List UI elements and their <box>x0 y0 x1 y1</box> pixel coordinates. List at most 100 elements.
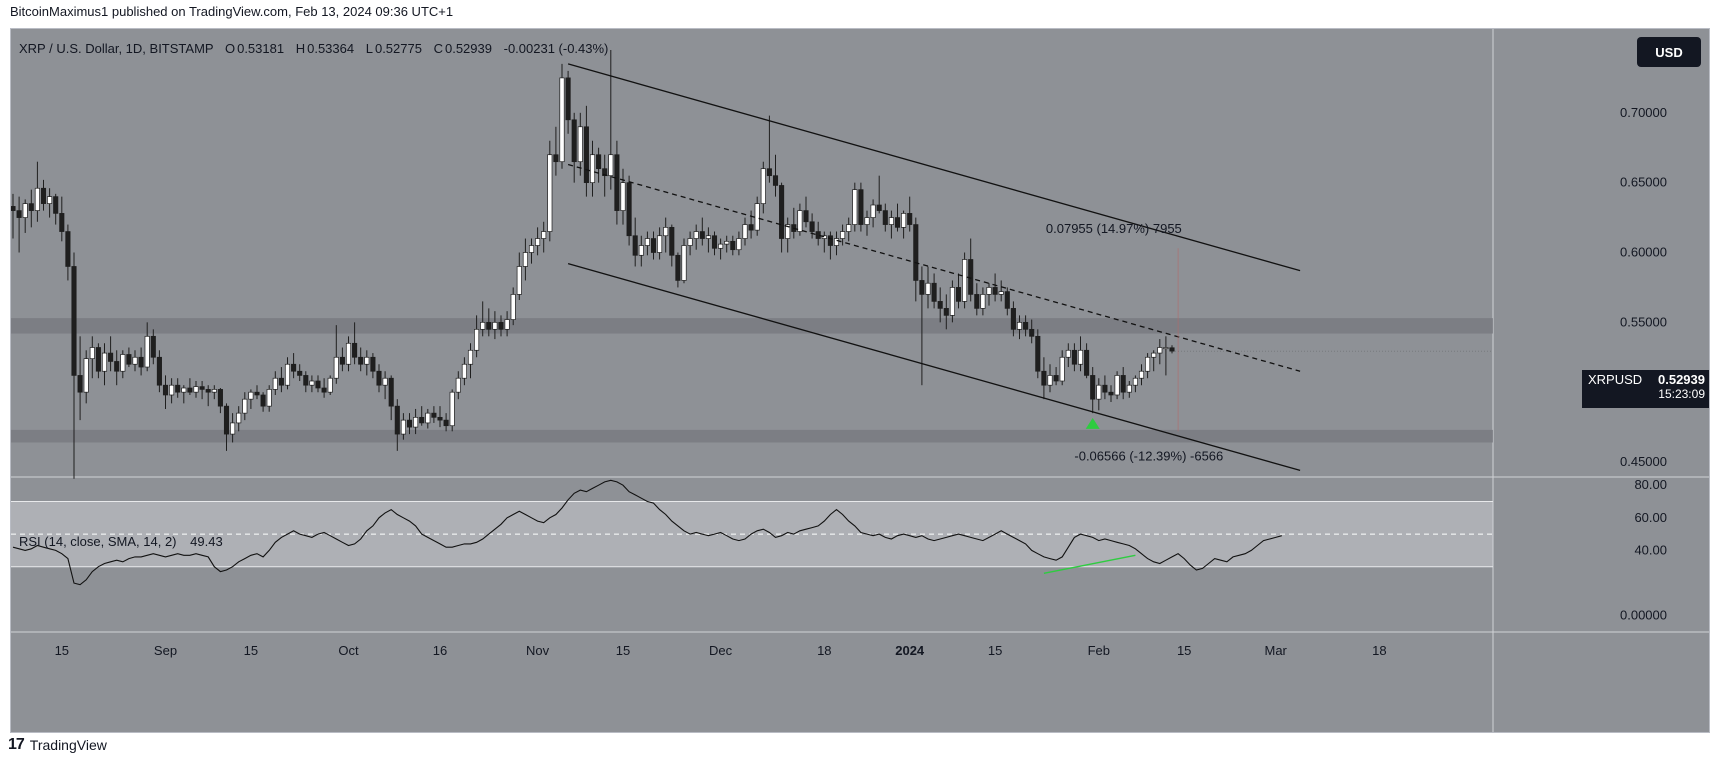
candle <box>931 273 937 309</box>
candle-body <box>169 384 175 396</box>
time-tick-label: Sep <box>154 643 177 658</box>
candle <box>1163 336 1169 376</box>
candle-body <box>352 342 358 358</box>
candle <box>144 322 150 372</box>
chart-canvas[interactable]: 0.07955 (14.97%) 7955 -0.06566 (-12.39%) … <box>11 29 1710 733</box>
candle <box>199 381 205 400</box>
candle-body <box>980 294 986 309</box>
symbol-title: XRP / U.S. Dollar, 1D, BITSTAMP <box>19 41 214 56</box>
candle-body <box>382 377 388 386</box>
candle <box>675 252 681 288</box>
candle <box>89 336 95 379</box>
candle <box>1120 367 1126 400</box>
candle-body <box>772 175 779 186</box>
candle <box>583 105 589 197</box>
candle-body <box>138 356 144 368</box>
candle <box>699 217 705 246</box>
candle-body <box>132 356 138 365</box>
candle <box>339 347 345 372</box>
price-tick-label: 0.60000 <box>1620 245 1667 260</box>
chart-frame[interactable]: 0.07955 (14.97%) 7955 -0.06566 (-12.39%) … <box>10 28 1710 733</box>
plot-background <box>11 29 1709 732</box>
channel-line-lower <box>567 263 1301 472</box>
candle <box>248 389 254 409</box>
candle-body <box>199 386 205 390</box>
candle <box>1029 319 1035 344</box>
horizontal-zones <box>11 318 1493 443</box>
candle-body <box>528 245 535 253</box>
candle-body <box>272 377 278 390</box>
candle <box>53 193 59 225</box>
candle-body <box>736 238 742 251</box>
candle-body <box>663 227 669 237</box>
candle-body <box>150 335 156 358</box>
candle-body <box>968 259 974 295</box>
candle-body <box>742 224 748 239</box>
candle <box>943 294 949 330</box>
candle <box>260 392 266 412</box>
candle-body <box>77 375 83 393</box>
candle <box>22 199 28 233</box>
candle <box>187 378 193 395</box>
candle-body <box>882 210 888 225</box>
tradingview-logo-icon: 17 <box>8 736 25 753</box>
candle-body <box>248 391 254 400</box>
candle-body <box>1163 347 1169 350</box>
candle-body <box>230 422 236 435</box>
candle-body <box>101 352 108 372</box>
candle-body <box>59 213 65 232</box>
candle <box>894 203 901 232</box>
candle-body <box>718 243 724 249</box>
candle <box>150 329 156 365</box>
candle-body <box>65 231 71 267</box>
time-tick-label: Dec <box>709 643 733 658</box>
candle-body <box>711 235 718 249</box>
candle <box>1004 287 1010 316</box>
candle-body <box>840 231 846 239</box>
candle <box>1126 381 1132 398</box>
candle <box>1047 364 1053 393</box>
candle-body <box>114 361 120 372</box>
candle-body <box>565 77 571 121</box>
candle <box>193 381 199 398</box>
candle-body <box>370 356 376 372</box>
candle-body <box>413 416 419 428</box>
candle-body <box>992 287 998 295</box>
candle-body <box>571 119 577 163</box>
candle <box>217 387 223 414</box>
candle-body <box>1120 375 1126 393</box>
candle <box>1084 343 1090 379</box>
measurement-down-label: -0.06566 (-12.39%) -6566 <box>1074 449 1223 464</box>
candle-body <box>553 154 559 163</box>
candle-body <box>339 356 345 365</box>
candle-body <box>486 321 492 330</box>
footer-brand[interactable]: 17 TradingView <box>8 736 107 754</box>
candle <box>833 231 840 256</box>
time-tick-label: 18 <box>1372 643 1386 658</box>
candle <box>925 266 931 309</box>
candle-body <box>577 126 583 163</box>
candle <box>413 408 419 435</box>
candle-body <box>638 245 644 256</box>
candle <box>327 375 333 395</box>
candle-body <box>1053 375 1059 382</box>
candle <box>108 336 114 372</box>
candle <box>577 112 583 176</box>
candle-body <box>522 252 528 267</box>
candle <box>321 378 327 398</box>
candle <box>864 210 870 236</box>
candle <box>772 154 779 197</box>
candle-body <box>303 375 309 386</box>
candle <box>553 126 559 176</box>
candle <box>1132 375 1138 393</box>
candle <box>955 273 962 309</box>
candle-body <box>510 294 516 320</box>
candle <box>223 403 230 451</box>
candle-body <box>1138 370 1145 379</box>
candle-body <box>821 235 827 239</box>
time-tick-label: 18 <box>817 643 831 658</box>
candle <box>480 301 486 337</box>
candle <box>858 182 864 232</box>
currency-button[interactable]: USD <box>1637 37 1701 67</box>
candle <box>28 189 34 228</box>
